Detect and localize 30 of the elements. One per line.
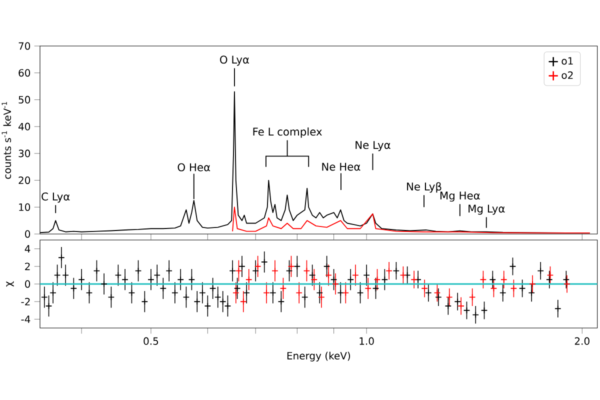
annotation: Ne Lyα: [356, 141, 390, 152]
x-tick-label: 1.0: [360, 337, 374, 345]
y-tick-label: -2: [21, 298, 30, 306]
y-tick-label: 50: [18, 96, 30, 104]
y-tick-label: -4: [21, 316, 30, 323]
annotation: Ne Lyβ: [407, 182, 442, 193]
annotation: Ne Heα: [322, 162, 360, 171]
y-tick-label: 30: [18, 150, 30, 158]
legend-label: o2: [562, 71, 573, 79]
y-tick-label: 40: [18, 122, 30, 130]
y-tick-label: 0: [25, 230, 30, 238]
y-tick-label: 70: [18, 42, 30, 50]
y-axis-title: χ: [6, 281, 14, 287]
y-tick-label: 4: [24, 245, 30, 252]
annotation: O Heα: [178, 163, 210, 172]
y-tick-label: 2: [25, 262, 30, 270]
annotation: O Lyα: [220, 56, 250, 66]
y-tick-label: 0: [25, 280, 30, 288]
x-axis-title: Energy (keV): [287, 352, 350, 362]
annotation: Mg Heα: [440, 192, 480, 202]
legend-label: o1: [562, 57, 573, 65]
annotation: Mg Lyα: [468, 204, 505, 215]
y-tick-label: 60: [18, 69, 30, 77]
x-tick-label: 0.5: [144, 337, 158, 345]
annotation: C Lyα: [42, 192, 70, 203]
annotation: Fe L complex: [253, 127, 322, 138]
y-axis-title: counts s$^{-1}$ keV$^{-1}$: [2, 102, 12, 179]
y-tick-label: 20: [18, 176, 30, 184]
x-tick-label: 2.0: [574, 337, 590, 345]
y-tick-label: 10: [19, 203, 30, 211]
